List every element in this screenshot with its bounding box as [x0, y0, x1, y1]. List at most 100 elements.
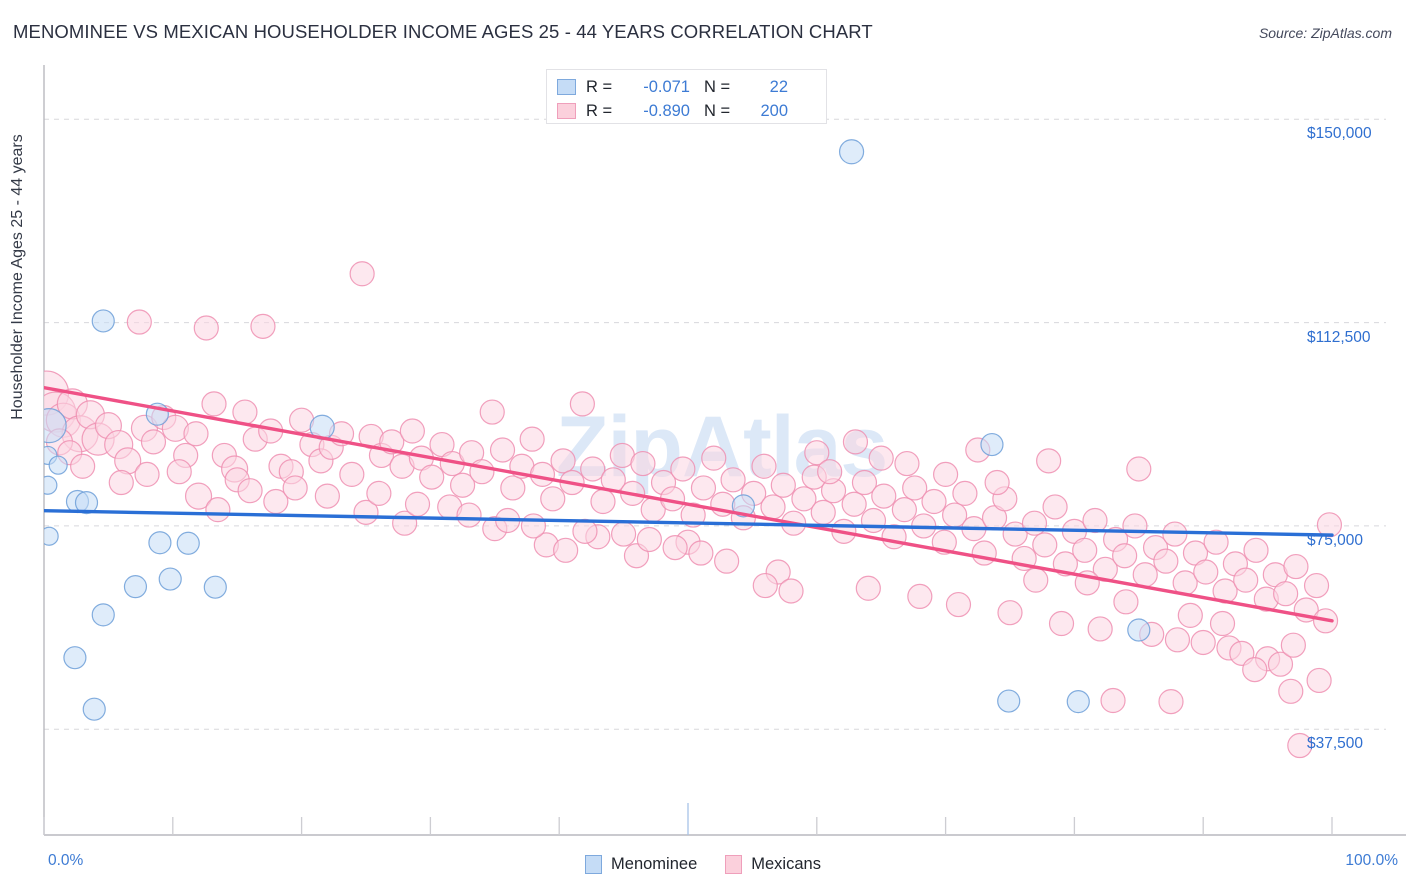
- data-point[interactable]: [1278, 678, 1304, 704]
- data-point[interactable]: [980, 432, 1004, 457]
- scatter-points-mexicans[interactable]: [25, 261, 1343, 759]
- data-point[interactable]: [1190, 629, 1216, 656]
- data-point[interactable]: [569, 391, 595, 417]
- data-point[interactable]: [232, 399, 258, 425]
- data-point[interactable]: [1273, 581, 1299, 607]
- data-point[interactable]: [1112, 543, 1138, 569]
- data-point[interactable]: [166, 459, 192, 485]
- data-point[interactable]: [399, 418, 425, 444]
- data-point[interactable]: [1280, 632, 1306, 658]
- data-point[interactable]: [945, 591, 972, 618]
- data-point[interactable]: [891, 497, 917, 523]
- data-point[interactable]: [1243, 537, 1269, 563]
- data-point[interactable]: [63, 646, 87, 670]
- data-point[interactable]: [489, 437, 516, 463]
- data-point[interactable]: [1158, 689, 1184, 715]
- data-point[interactable]: [580, 456, 606, 482]
- data-point[interactable]: [720, 467, 746, 493]
- data-point[interactable]: [1066, 690, 1090, 714]
- data-point[interactable]: [636, 526, 662, 553]
- data-point[interactable]: [1087, 616, 1113, 642]
- data-point[interactable]: [237, 478, 263, 504]
- data-point[interactable]: [1242, 657, 1268, 683]
- data-point[interactable]: [82, 697, 106, 721]
- data-point[interactable]: [810, 499, 836, 525]
- data-point[interactable]: [662, 535, 688, 561]
- data-point[interactable]: [250, 313, 276, 339]
- data-point[interactable]: [419, 464, 445, 490]
- data-point[interactable]: [176, 531, 200, 555]
- data-point[interactable]: [1162, 521, 1188, 547]
- data-point[interactable]: [842, 429, 869, 455]
- data-point[interactable]: [1126, 456, 1152, 482]
- data-point[interactable]: [1132, 562, 1158, 588]
- data-point[interactable]: [752, 572, 778, 599]
- data-point[interactable]: [126, 309, 152, 335]
- data-point[interactable]: [91, 309, 115, 333]
- data-point[interactable]: [1316, 512, 1343, 538]
- data-point[interactable]: [529, 461, 556, 488]
- data-point[interactable]: [952, 480, 978, 506]
- data-point[interactable]: [479, 399, 505, 425]
- data-point[interactable]: [714, 548, 740, 574]
- data-point[interactable]: [1021, 510, 1048, 536]
- data-point[interactable]: [108, 469, 134, 496]
- data-point[interactable]: [868, 445, 894, 471]
- data-point[interactable]: [349, 261, 375, 287]
- data-point[interactable]: [1122, 513, 1148, 539]
- data-point[interactable]: [540, 486, 566, 512]
- data-point[interactable]: [1287, 732, 1313, 759]
- data-point[interactable]: [630, 450, 656, 477]
- data-point[interactable]: [610, 521, 637, 547]
- data-point[interactable]: [1127, 618, 1151, 642]
- data-point[interactable]: [902, 475, 928, 501]
- data-point[interactable]: [932, 461, 959, 488]
- data-point[interactable]: [203, 575, 227, 599]
- data-point[interactable]: [1303, 572, 1330, 599]
- data-point[interactable]: [1113, 589, 1139, 615]
- data-point[interactable]: [1082, 507, 1108, 534]
- data-point[interactable]: [841, 491, 867, 517]
- data-point[interactable]: [1193, 559, 1219, 585]
- data-point[interactable]: [1203, 529, 1229, 555]
- data-point[interactable]: [500, 475, 526, 501]
- data-point[interactable]: [791, 486, 817, 512]
- data-point[interactable]: [1036, 448, 1062, 474]
- series-legend-item-mexicans[interactable]: Mexicans: [725, 854, 821, 874]
- data-point[interactable]: [148, 531, 172, 555]
- data-point[interactable]: [1023, 567, 1049, 593]
- data-point[interactable]: [48, 455, 68, 475]
- data-point[interactable]: [469, 459, 495, 485]
- data-point[interactable]: [519, 426, 545, 452]
- data-point[interactable]: [1209, 610, 1236, 637]
- data-point[interactable]: [456, 502, 482, 528]
- data-point[interactable]: [860, 507, 887, 534]
- data-point[interactable]: [339, 461, 365, 488]
- data-point[interactable]: [1072, 537, 1098, 563]
- data-point[interactable]: [688, 540, 714, 566]
- data-point[interactable]: [183, 421, 209, 447]
- data-point[interactable]: [1267, 651, 1294, 677]
- data-point[interactable]: [1153, 548, 1179, 574]
- data-point[interactable]: [1177, 602, 1203, 628]
- data-point[interactable]: [1306, 667, 1332, 694]
- data-point[interactable]: [590, 488, 616, 515]
- data-point[interactable]: [74, 490, 99, 515]
- data-point[interactable]: [851, 469, 878, 496]
- data-point[interactable]: [690, 475, 717, 501]
- data-point[interactable]: [158, 567, 182, 591]
- data-point[interactable]: [701, 445, 727, 471]
- data-point[interactable]: [1283, 553, 1309, 580]
- data-point[interactable]: [366, 480, 392, 506]
- data-point[interactable]: [201, 391, 227, 417]
- data-point[interactable]: [921, 488, 947, 515]
- data-point[interactable]: [184, 482, 213, 510]
- data-point[interactable]: [817, 459, 843, 485]
- data-point[interactable]: [134, 461, 160, 488]
- data-point[interactable]: [760, 494, 786, 520]
- data-point[interactable]: [871, 483, 897, 509]
- data-point[interactable]: [91, 603, 115, 627]
- data-point[interactable]: [1164, 627, 1191, 653]
- data-point[interactable]: [553, 537, 579, 563]
- data-point[interactable]: [550, 448, 576, 474]
